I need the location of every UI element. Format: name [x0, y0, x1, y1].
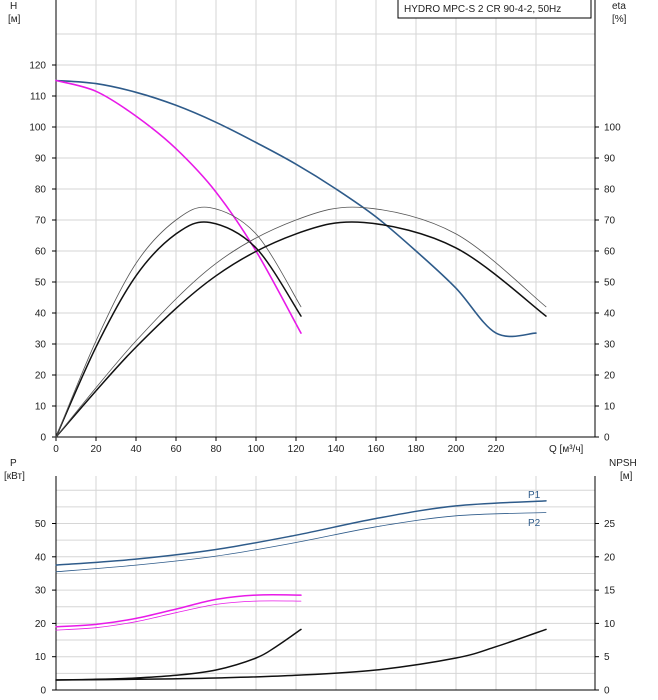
bottom-chart-ticks: 0 10 20 30 40 50 0 5 10 15 20 25 [35, 519, 616, 697]
top-right-y-tick-label: 80 [604, 185, 616, 196]
bottom-right-axis-label-npsh: NPSH [609, 458, 637, 469]
top-x-tick-label: 80 [210, 444, 222, 455]
bottom-chart-series [55, 500, 547, 681]
bottom-right-y-tick-label: 20 [604, 552, 616, 563]
top-right-y-tick-label: 90 [604, 154, 616, 165]
top-left-y-tick-label: 80 [35, 185, 47, 196]
bottom-right-y-tick-label: 10 [604, 619, 616, 630]
top-right-axis-label-eta: eta [612, 1, 626, 12]
top-left-y-tick-label: 70 [35, 216, 47, 227]
top-right-y-tick-label: 30 [604, 340, 616, 351]
bottom-left-y-tick-label: 30 [35, 586, 47, 597]
top-x-tick-label: 220 [488, 444, 505, 455]
top-left-y-tick-label: 50 [35, 278, 47, 289]
chart-title: HYDRO MPC-S 2 CR 90-4-2, 50Hz [404, 4, 561, 15]
bottom-left-y-tick-label: 0 [40, 686, 46, 697]
top-left-y-tick-label: 90 [35, 154, 47, 165]
bottom-left-axis-label-p: P [10, 458, 17, 469]
bottom-left-y-tick-label: 10 [35, 652, 47, 663]
top-x-tick-label: 200 [448, 444, 465, 455]
bottom-right-axis-label-unit: [м] [620, 471, 633, 482]
top-left-axis-label-h: H [10, 1, 17, 12]
bottom-right-y-tick-label: 25 [604, 519, 616, 530]
curve-NPSH-1pump [55, 628, 302, 681]
top-right-axis-label-unit: [%] [612, 14, 627, 25]
top-x-tick-label: 60 [170, 444, 182, 455]
chart-title-frame [397, 0, 592, 19]
top-chart-grid [56, 0, 595, 437]
top-right-y-tick-label: 20 [604, 371, 616, 382]
top-right-y-tick-label: 40 [604, 309, 616, 320]
curve-H-1pump [55, 79, 302, 334]
chart-title-box: HYDRO MPC-S 2 CR 90-4-2, 50Hz [397, 0, 592, 19]
curve-eta-2pumps [55, 221, 547, 438]
top-right-y-tick-label: 10 [604, 402, 616, 413]
series-label-p1: P1 [528, 490, 541, 501]
top-x-tick-label: 120 [288, 444, 305, 455]
top-left-y-tick-label: 40 [35, 309, 47, 320]
top-left-y-tick-label: 0 [40, 433, 46, 444]
top-left-axis-label-unit: [м] [8, 14, 21, 25]
top-left-y-tick-label: 120 [29, 61, 46, 72]
top-left-y-tick-label: 60 [35, 247, 47, 258]
curve-P2-1pump [55, 600, 302, 631]
bottom-left-y-tick-label: 40 [35, 552, 47, 563]
curve-P2-2pumps [55, 512, 547, 573]
top-chart-ticks: 0 20 40 60 80 100 120 140 160 180 200 2200102030405… [29, 61, 621, 456]
top-x-tick-label: 180 [408, 444, 425, 455]
curve-P1-1pump [55, 594, 302, 628]
top-x-tick-label: 100 [248, 444, 265, 455]
top-right-y-tick-label: 60 [604, 247, 616, 258]
bottom-right-y-tick-label: 5 [604, 652, 610, 663]
curve-NPSH-2pumps [55, 628, 547, 681]
curve-eta-2pumps-thin [55, 206, 547, 438]
top-chart-axes [55, 0, 596, 438]
top-right-y-tick-label: 0 [604, 433, 610, 444]
top-x-axis-unit-label: Q [м³/ч] [549, 444, 584, 455]
top-right-y-tick-label: 70 [604, 216, 616, 227]
curve-P1-2pumps [55, 500, 547, 566]
top-left-y-tick-label: 100 [29, 123, 46, 134]
bottom-chart-axes [55, 476, 596, 691]
bottom-chart-grid [56, 476, 595, 690]
curve-eta-1pump [55, 221, 302, 438]
top-left-y-tick-label: 20 [35, 371, 47, 382]
top-x-tick-label: 20 [90, 444, 102, 455]
top-right-y-tick-label: 100 [604, 123, 621, 134]
curve-H-2pumps [55, 79, 537, 338]
top-x-tick-label: 0 [53, 444, 59, 455]
top-left-y-tick-label: 10 [35, 402, 47, 413]
series-label-p2: P2 [528, 518, 541, 529]
top-right-y-tick-label: 50 [604, 278, 616, 289]
bottom-left-axis-label-unit: [кВт] [4, 471, 25, 482]
bottom-right-y-tick-label: 15 [604, 586, 616, 597]
bottom-right-y-tick-label: 0 [604, 686, 610, 697]
top-chart-series [55, 79, 547, 438]
curve-eta-1pump-thin [55, 206, 302, 438]
bottom-left-y-tick-label: 50 [35, 519, 47, 530]
bottom-left-y-tick-label: 20 [35, 619, 47, 630]
top-x-tick-label: 160 [368, 444, 385, 455]
top-x-tick-label: 40 [130, 444, 142, 455]
top-left-y-tick-label: 30 [35, 340, 47, 351]
top-x-tick-label: 140 [328, 444, 345, 455]
top-left-y-tick-label: 110 [30, 92, 46, 103]
